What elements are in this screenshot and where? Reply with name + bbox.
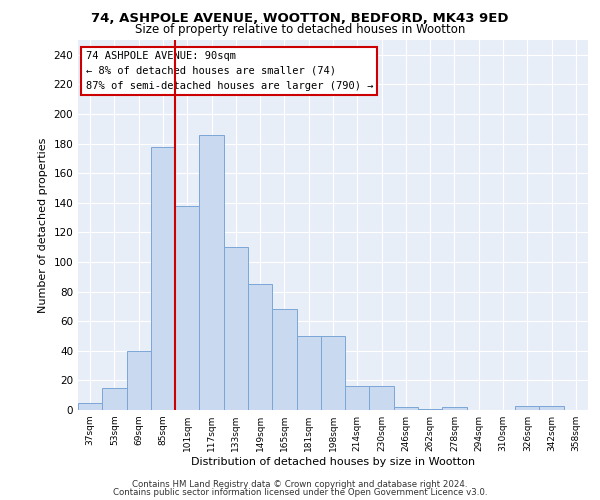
Bar [199, 134, 224, 410]
Bar [394, 407, 418, 410]
Bar [78, 402, 102, 410]
X-axis label: Distribution of detached houses by size in Wootton: Distribution of detached houses by size … [191, 457, 475, 467]
Y-axis label: Number of detached properties: Number of detached properties [38, 138, 48, 312]
Bar [272, 310, 296, 410]
Text: 74, ASHPOLE AVENUE, WOOTTON, BEDFORD, MK43 9ED: 74, ASHPOLE AVENUE, WOOTTON, BEDFORD, MK… [91, 12, 509, 24]
Bar [418, 408, 442, 410]
Bar [442, 407, 467, 410]
Bar [151, 146, 175, 410]
Bar [224, 247, 248, 410]
Bar [102, 388, 127, 410]
Bar [248, 284, 272, 410]
Bar [539, 406, 564, 410]
Text: Contains HM Land Registry data © Crown copyright and database right 2024.: Contains HM Land Registry data © Crown c… [132, 480, 468, 489]
Bar [345, 386, 370, 410]
Text: Size of property relative to detached houses in Wootton: Size of property relative to detached ho… [135, 22, 465, 36]
Bar [321, 336, 345, 410]
Bar [370, 386, 394, 410]
Bar [127, 351, 151, 410]
Bar [515, 406, 539, 410]
Text: 74 ASHPOLE AVENUE: 90sqm
← 8% of detached houses are smaller (74)
87% of semi-de: 74 ASHPOLE AVENUE: 90sqm ← 8% of detache… [86, 51, 373, 90]
Text: Contains public sector information licensed under the Open Government Licence v3: Contains public sector information licen… [113, 488, 487, 497]
Bar [296, 336, 321, 410]
Bar [175, 206, 199, 410]
